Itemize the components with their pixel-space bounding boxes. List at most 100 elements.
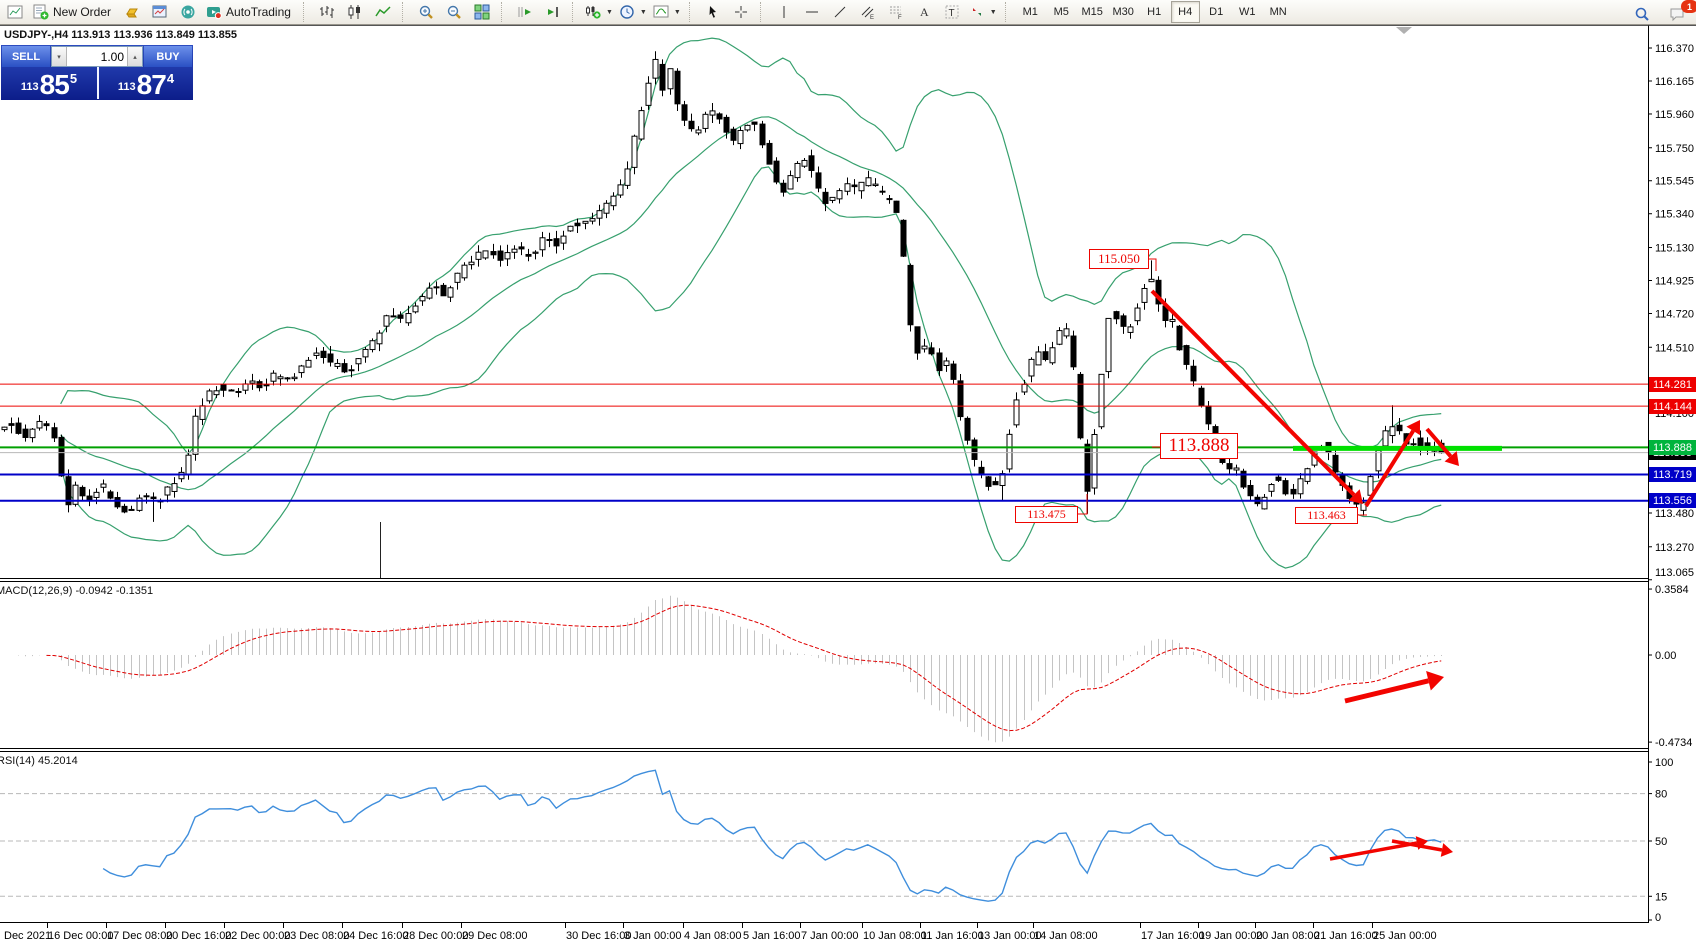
svg-text:113.480: 113.480 <box>1655 508 1694 520</box>
line-chart-button[interactable] <box>369 0 397 24</box>
candlestick-chart-icon <box>348 5 360 19</box>
volume-up-button[interactable]: ▴ <box>127 47 142 66</box>
equidistant-channel-icon: E <box>861 6 874 20</box>
mini-chart-button[interactable] <box>1 0 29 24</box>
candlestick-chart-button[interactable] <box>341 0 369 24</box>
horizontal-line-icon <box>805 11 818 13</box>
svg-text:115.545: 115.545 <box>1655 176 1694 188</box>
price-annotation-115.050[interactable]: 115.050 <box>1089 249 1149 269</box>
zoom-out-button[interactable] <box>440 0 468 24</box>
profiles-button[interactable]: ▼ <box>616 0 650 24</box>
crosshair-button[interactable] <box>727 0 755 24</box>
svg-text:22 Dec 00:00: 22 Dec 00:00 <box>225 930 290 942</box>
svg-text:24 Dec 16:00: 24 Dec 16:00 <box>343 930 408 942</box>
indicators-button[interactable]: ▼ <box>650 0 684 24</box>
auto-scroll-button[interactable] <box>511 0 539 24</box>
search-button[interactable] <box>1628 2 1656 26</box>
timeframe-W1[interactable]: W1 <box>1238 6 1256 18</box>
pane-borders <box>0 25 1696 923</box>
text-label-button[interactable]: T <box>938 0 966 24</box>
buy-button[interactable]: BUY <box>144 46 192 67</box>
equidistant-channel-button[interactable]: E <box>854 0 882 24</box>
notifications-button[interactable]: 1 <box>1663 0 1696 26</box>
svg-text:A: A <box>920 5 929 19</box>
text-button[interactable]: A <box>910 0 938 24</box>
toolbar-separator <box>500 2 508 22</box>
svg-text:E: E <box>870 15 874 20</box>
bar-chart-button[interactable] <box>313 0 341 24</box>
volume-value[interactable]: 1.00 <box>100 49 124 64</box>
chevron-down-icon: ▼ <box>605 8 613 16</box>
timeframe-M1[interactable]: M1 <box>1022 6 1038 18</box>
signals-button[interactable] <box>174 0 202 24</box>
svg-text:114.925: 114.925 <box>1655 276 1694 288</box>
timeframe-M5[interactable]: M5 <box>1053 6 1069 18</box>
rsi-indicator-label: RSI(14) 45.2014 <box>0 755 78 767</box>
chart-shift-icon <box>547 7 558 17</box>
indicators-icon <box>653 5 669 18</box>
svg-text:113.065: 113.065 <box>1655 567 1694 579</box>
price-annotation-113.463[interactable]: 113.463 <box>1295 507 1358 524</box>
timeframe-MN[interactable]: MN <box>1269 6 1287 18</box>
fibonacci-icon: F <box>889 6 902 20</box>
autotrading-button[interactable]: AutoTrading <box>202 0 298 24</box>
price-badge-114.144: 114.144 <box>1649 399 1696 414</box>
price-badge-114.281: 114.281 <box>1649 377 1696 392</box>
notification-badge: 1 <box>1681 0 1696 13</box>
chart-shift-button[interactable] <box>539 0 567 24</box>
tile-windows-icon <box>474 4 490 20</box>
text-icon: A <box>920 5 929 19</box>
svg-text:115.750: 115.750 <box>1655 143 1694 155</box>
svg-text:T: T <box>948 8 954 19</box>
timeframe-D1[interactable]: D1 <box>1209 6 1224 18</box>
horizontal-line-button[interactable] <box>798 0 826 24</box>
trendline-button[interactable] <box>826 0 854 24</box>
toolbar-separator <box>688 2 696 22</box>
one-click-trading-panel[interactable]: SELL ▾ 1.00 ▴ BUY 113 85 5 113 87 4 <box>1 45 193 100</box>
tile-windows-button[interactable] <box>468 0 496 24</box>
svg-text:28 Dec 00:00: 28 Dec 00:00 <box>403 930 468 942</box>
sell-price[interactable]: 113 85 5 <box>1 67 97 99</box>
market-watch-button[interactable] <box>146 0 174 24</box>
price-annotation-113.888[interactable]: 113.888 <box>1160 433 1238 459</box>
cursor-button[interactable] <box>699 0 727 24</box>
svg-text:29 Dec 08:00: 29 Dec 08:00 <box>462 930 527 942</box>
timeframe-H4[interactable]: H4 <box>1170 1 1200 23</box>
buy-price-sup: 4 <box>166 71 175 86</box>
svg-text:0.3584: 0.3584 <box>1655 584 1689 596</box>
toolbar-separator <box>759 2 767 22</box>
timeframe-M30[interactable]: M30 <box>1112 6 1134 18</box>
timeframe-H1[interactable]: H1 <box>1147 6 1162 18</box>
toolbar-separator <box>1004 2 1012 22</box>
macd-trend-arrow <box>1344 671 1444 704</box>
svg-text:4 Jan 08:00: 4 Jan 08:00 <box>684 930 742 942</box>
deposit-button[interactable] <box>118 0 146 24</box>
fibonacci-button[interactable]: F <box>882 0 910 24</box>
svg-text:100: 100 <box>1655 757 1673 769</box>
new-chart-button[interactable]: ▼ <box>582 0 616 24</box>
toolbar-separator <box>401 2 409 22</box>
zoom-out-icon <box>447 5 461 19</box>
chevron-down-icon: ▼ <box>639 8 647 16</box>
zoom-in-button[interactable] <box>412 0 440 24</box>
new-order-button[interactable]: New Order <box>29 0 118 24</box>
svg-text:7 Jan 00:00: 7 Jan 00:00 <box>801 930 859 942</box>
new-chart-icon <box>585 6 601 19</box>
sell-button[interactable]: SELL <box>2 46 50 67</box>
svg-text:16 Dec 00:00: 16 Dec 00:00 <box>48 930 113 942</box>
vertical-line-button[interactable] <box>770 0 798 24</box>
arrows-button[interactable]: ▼ <box>966 0 1000 24</box>
vertical-line-icon <box>783 6 785 18</box>
svg-text:Dec 2021: Dec 2021 <box>4 930 51 942</box>
svg-text:80: 80 <box>1655 789 1667 801</box>
volume-down-button[interactable]: ▾ <box>52 47 67 66</box>
price-annotation-113.475[interactable]: 113.475 <box>1015 506 1078 523</box>
buy-price[interactable]: 113 87 4 <box>97 67 193 99</box>
macd-signal-line <box>46 604 1442 732</box>
svg-text:115.960: 115.960 <box>1655 109 1694 121</box>
timeframe-M15[interactable]: M15 <box>1081 6 1103 18</box>
volume-stepper[interactable]: ▾ 1.00 ▴ <box>51 46 143 67</box>
svg-text:116.165: 116.165 <box>1655 76 1694 88</box>
toolbar-separator <box>302 2 310 22</box>
